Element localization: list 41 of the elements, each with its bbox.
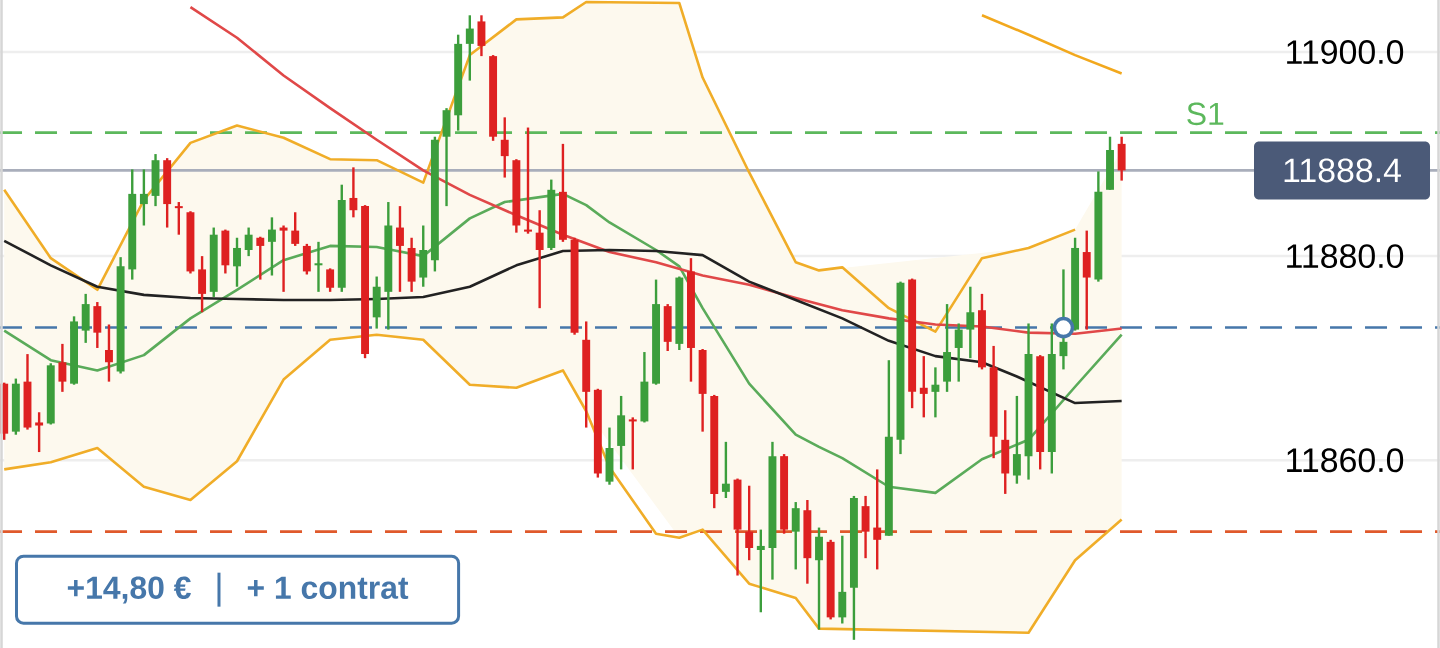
candlestick [58,342,67,394]
candlestick [745,484,754,562]
annotation: + 1 contrat [247,576,409,599]
candlestick [815,526,823,631]
candlestick [1059,268,1068,371]
y-tick-label: 11880.0 [1287,244,1404,269]
candlestick [279,224,288,294]
ref-line-label: 11888.4 [1284,158,1401,183]
candlestick [326,267,335,294]
candlestick [256,235,265,281]
candlestick [628,416,637,471]
candlestick [931,366,940,419]
candlestick [1012,394,1021,485]
candlestick [396,204,404,294]
candlestick [105,323,113,383]
candlestick [233,236,241,288]
candlestick [535,209,544,310]
candlestick [465,14,474,82]
candlestick [791,500,800,571]
candlestick [873,468,882,571]
candlestick [500,116,509,179]
ref-line-label: S1 [1187,102,1224,126]
candlestick [349,166,358,219]
annotation: +14,80 € [67,576,191,604]
line-series [980,13,1123,75]
candlestick [244,226,253,258]
candlestick [919,354,928,419]
line-series [2,239,1123,405]
candlestick [524,126,532,235]
candlestick [35,411,44,454]
y-tick-label: 11900.0 [1287,40,1404,65]
candlestick [966,285,975,360]
candlestick [291,211,300,248]
candlestick [756,528,765,614]
line-series [2,333,1123,634]
candlestick [267,216,276,277]
candlestick [174,200,183,236]
candlestick [721,440,730,500]
candlestick [139,168,148,227]
y-tick-label: 11860.0 [1287,448,1404,473]
candlestick [954,322,963,383]
